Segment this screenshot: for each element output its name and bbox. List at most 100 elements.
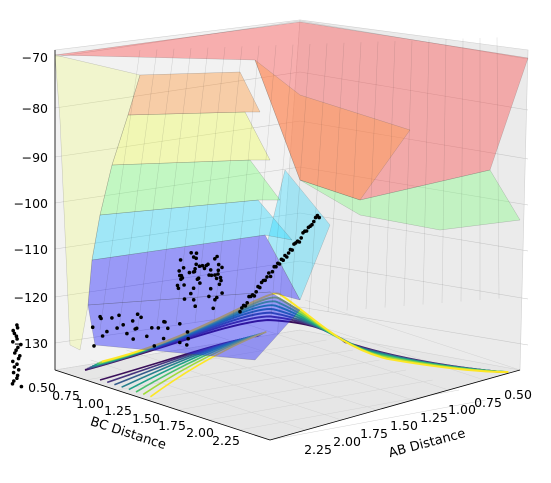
trajectory-point (312, 219, 316, 224)
trajectory-point (11, 340, 15, 344)
trajectory-point (220, 291, 224, 295)
x-tick-label: 1.00 (448, 402, 476, 417)
trajectory-point (277, 262, 282, 266)
z-tick-label: −70 (22, 50, 48, 65)
trajectory-point (130, 319, 135, 323)
trajectory-point (12, 365, 17, 369)
trajectory-point (194, 251, 199, 255)
contour-line (149, 331, 267, 398)
trajectory-point (245, 301, 249, 305)
trajectory-point (16, 345, 20, 350)
z-tick-label: −130 (14, 336, 48, 351)
grid-line (54, 329, 301, 371)
mesh-line (384, 40, 396, 308)
x-tick-labels: 0.500.751.001.251.501.752.002.25 (304, 387, 532, 457)
trajectory-point (15, 373, 20, 378)
grid-line (299, 212, 529, 252)
trajectory-point (178, 258, 183, 262)
trajectory-point (178, 340, 182, 345)
axis-lines (54, 50, 521, 441)
trajectory-point (15, 337, 19, 341)
trajectory-point (290, 248, 295, 252)
trajectory-point (14, 348, 18, 353)
x-tick-label: 1.75 (360, 426, 388, 441)
trajectory-point (121, 323, 125, 327)
trajectory-point (216, 272, 220, 276)
trajectory-point (11, 328, 15, 333)
trajectory-point (110, 316, 114, 320)
grid-line (208, 379, 433, 421)
trajectory-point (207, 294, 211, 299)
trajectory-point (185, 330, 190, 334)
trajectory-point (267, 271, 271, 275)
trajectory-point (191, 298, 196, 302)
trajectory-point (286, 251, 291, 255)
y-tick-label: 2.00 (186, 425, 214, 440)
trajectory-point (100, 334, 105, 338)
trajectory-point (211, 306, 215, 311)
trajectory-point (176, 286, 181, 291)
z-tick-labels: −70 −80 −90 −100 −110 −120 −130 (14, 50, 48, 351)
mesh-line (251, 45, 277, 319)
trajectory-point (197, 264, 202, 269)
trajectory-point (177, 269, 181, 273)
trajectory-point (181, 266, 186, 270)
surface-wall (54, 54, 141, 351)
grid-line (177, 369, 407, 411)
mesh-line (346, 42, 362, 311)
mesh-line (365, 41, 379, 310)
trajectory-point (198, 281, 202, 285)
surface-band (127, 71, 261, 116)
trajectory-point (179, 277, 183, 282)
y-tick-label: 1.25 (104, 403, 132, 418)
trajectory-point (238, 309, 242, 314)
trajectory-point (134, 326, 139, 331)
trajectory-point (215, 254, 219, 259)
trajectory-point (193, 304, 197, 309)
mesh-line (460, 38, 464, 302)
trajectory-point (175, 283, 180, 288)
mesh-line (422, 39, 430, 305)
mesh-line (118, 49, 158, 329)
grid-line (233, 319, 449, 391)
z-tick-label: −120 (14, 290, 48, 305)
trajectory-point (18, 354, 22, 358)
grid-line (54, 120, 301, 158)
trajectory-point (254, 290, 258, 294)
trajectory-point (10, 382, 15, 386)
trajectory-point (105, 329, 109, 334)
trajectory-point (156, 326, 161, 330)
trajectory-point (99, 316, 103, 321)
z-tick-label: −80 (22, 101, 48, 116)
grid-line (147, 359, 380, 401)
trajectory-point (202, 266, 207, 271)
trajectory-point (178, 322, 182, 326)
trajectory-point (243, 304, 248, 308)
grid-line (299, 306, 529, 346)
grid-line (269, 399, 486, 441)
trajectory-point (193, 267, 197, 271)
trajectory-point (187, 270, 192, 275)
mesh-line (99, 49, 141, 331)
grid-line (299, 20, 529, 60)
grid-line (54, 20, 301, 58)
trajectory-point (115, 326, 119, 330)
trajectory-point (189, 251, 193, 255)
trajectory-point (92, 344, 96, 348)
z-tick-label: −90 (22, 150, 48, 165)
trajectory-point (214, 276, 219, 281)
trajectory-points (10, 213, 322, 389)
trajectory-point (219, 278, 223, 283)
grid-line (299, 71, 529, 111)
surface-band (54, 21, 529, 201)
mesh-line (137, 48, 175, 328)
trajectory-point (206, 262, 210, 267)
trajectory-point (19, 342, 23, 347)
trajectory-point (263, 278, 268, 283)
trajectory-point (281, 258, 286, 263)
mesh-line (289, 43, 311, 316)
trajectory-point (15, 376, 19, 381)
trajectory-point (90, 325, 95, 330)
trajectory-point (14, 334, 19, 339)
